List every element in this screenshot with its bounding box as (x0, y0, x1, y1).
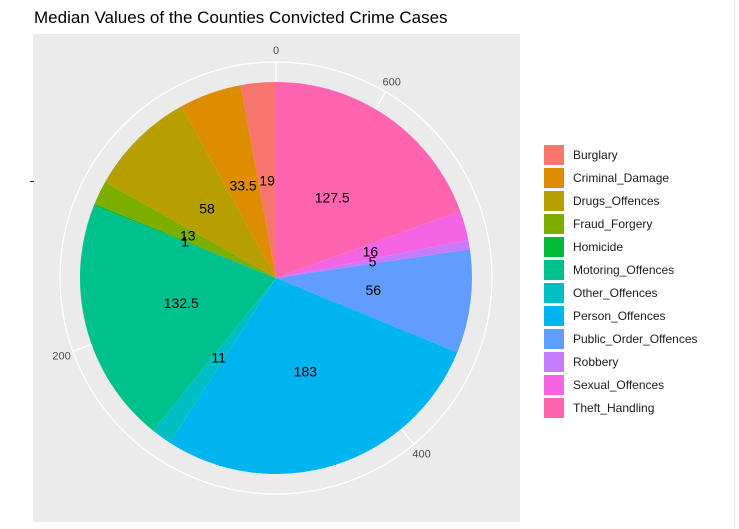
legend-item: Public_Order_Offences (544, 327, 698, 350)
pie-slice-burglary (240, 82, 276, 278)
data-label: 11 (211, 349, 226, 365)
legend-label: Sexual_Offences (573, 377, 665, 392)
pie-slice-homicide (93, 204, 276, 278)
legend-item: Theft_Handling (544, 396, 698, 419)
legend-key (544, 236, 564, 257)
data-label: 127.5 (315, 190, 350, 206)
radial-tick-label: 0 (273, 45, 279, 57)
axis-tick-mark (30, 181, 34, 182)
pie-slice-motoring-offences (79, 205, 276, 431)
legend-item: Robbery (544, 350, 698, 373)
legend-item: Homicide (544, 235, 698, 258)
viewport-edge (734, 0, 735, 529)
pie-slice-sexual-offences (276, 211, 469, 278)
legend-key (544, 259, 564, 280)
legend-key (544, 167, 564, 188)
legend-label: Drugs_Offences (573, 193, 660, 208)
legend-key (544, 374, 564, 395)
legend-key (544, 213, 564, 234)
legend-key (544, 328, 564, 349)
legend-item: Motoring_Offences (544, 258, 698, 281)
radial-gridline (72, 343, 92, 352)
legend-item: Person_Offences (544, 304, 698, 327)
data-label: 19 (259, 172, 275, 188)
radial-tick-label: 200 (52, 350, 70, 362)
legend-label: Theft_Handling (573, 400, 655, 415)
legend-key (544, 144, 564, 165)
pie-slice-criminal-damage (181, 85, 276, 278)
legend-label: Person_Offences (573, 308, 666, 323)
pie-slice-fraud-forgery (94, 182, 276, 278)
data-label: 16 (363, 244, 379, 260)
pie-slice-theft-handling (276, 81, 461, 278)
legend-item: Sexual_Offences (544, 373, 698, 396)
pie-slice-person-offences (169, 278, 458, 474)
legend-key (544, 282, 564, 303)
radial-tick-label: 400 (412, 448, 430, 460)
legend-item: Burglary (544, 143, 698, 166)
data-label: 33.5 (229, 178, 256, 194)
pie-slice-other-offences (153, 278, 276, 443)
legend-label: Motoring_Offences (573, 262, 675, 277)
legend-label: Robbery (573, 354, 619, 369)
data-label: 132.5 (164, 295, 199, 311)
radial-gridline (400, 428, 415, 445)
legend-label: Criminal_Damage (573, 170, 670, 185)
legend-label: Homicide (573, 239, 624, 254)
legend-key (544, 397, 564, 418)
legend-label: Fraud_Forgery (573, 216, 653, 231)
data-label: 58 (199, 200, 215, 216)
legend-item: Criminal_Damage (544, 166, 698, 189)
legend-label: Other_Offences (573, 285, 658, 300)
data-label: 56 (365, 282, 381, 298)
legend-key (544, 351, 564, 372)
data-label: 13 (180, 227, 196, 243)
legend-key (544, 190, 564, 211)
legend-item: Other_Offences (544, 281, 698, 304)
legend-item: Drugs_Offences (544, 189, 698, 212)
data-label: 183 (294, 363, 318, 379)
legend: Burglary Criminal_Damage Drugs_Offences Fra… (544, 143, 698, 419)
legend-item: Fraud_Forgery (544, 212, 698, 235)
pie-slice-robbery (276, 239, 470, 278)
radial-tick-label: 600 (382, 77, 400, 89)
data-label: 5 (369, 253, 377, 269)
chart-title: Median Values of the Counties Convicted … (34, 8, 448, 27)
data-label: 1 (181, 233, 189, 249)
pie-slice-public-order-offences (276, 249, 472, 353)
radial-gridline (374, 91, 387, 110)
legend-label: Public_Order_Offences (573, 331, 698, 346)
legend-label: Burglary (573, 147, 618, 162)
pie-slice-drugs-offences (105, 106, 276, 279)
legend-key (544, 305, 564, 326)
